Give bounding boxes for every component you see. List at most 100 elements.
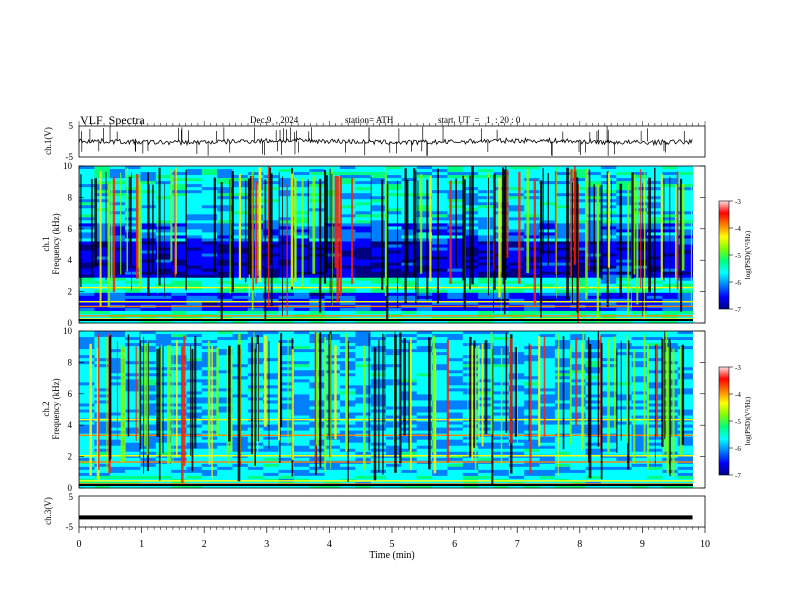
spectrogram-cell <box>539 265 556 270</box>
spectrogram-cell <box>585 298 602 303</box>
spectrogram-cell <box>79 400 95 404</box>
spectrogram-cell <box>201 253 218 258</box>
spectrogram-cell <box>631 289 648 294</box>
spectrogram-cell <box>662 169 679 173</box>
spectrogram-cell <box>355 319 372 324</box>
spectrogram-cell <box>94 403 111 407</box>
spectrogram-cell <box>339 169 356 173</box>
spectrogram-cell <box>631 277 648 282</box>
spectrogram-cell <box>217 355 233 359</box>
spectrogram-sferic <box>363 345 366 470</box>
spectrogram-cell <box>416 370 433 374</box>
spectrogram-cell <box>570 412 587 417</box>
spectrogram-cell <box>79 307 95 312</box>
spectrogram-cell <box>677 166 694 170</box>
spectrogram-cell <box>155 238 172 242</box>
spectrogram-cell <box>447 346 464 350</box>
spectrogram-cell <box>524 295 540 300</box>
spectrogram-cell <box>94 205 111 209</box>
spectrogram-cell <box>263 445 280 450</box>
spectrogram-cell <box>339 247 356 252</box>
spectrogram-cell <box>493 472 510 477</box>
spectrogram-sferic <box>157 178 159 294</box>
spectrogram-cell <box>155 175 172 179</box>
spectrogram-cell <box>125 181 141 185</box>
spectrogram-sferic <box>135 174 139 279</box>
spectrogram-cell <box>524 457 540 462</box>
spectrogram-cell <box>79 217 95 221</box>
spectrogram-sferic <box>172 348 174 464</box>
spectrogram-cell <box>416 430 433 435</box>
spectrogram-cell <box>232 310 249 315</box>
spectrogram-cell <box>600 289 617 294</box>
ch3-waveform-trace <box>79 515 693 520</box>
spectrogram-cell <box>324 469 341 474</box>
spectrogram-cell <box>401 319 418 324</box>
spectrogram-cell <box>524 166 540 170</box>
spectrogram-cell <box>478 463 494 468</box>
spectrogram-cell <box>155 442 172 447</box>
spectrogram-cell <box>79 409 95 414</box>
spectrogram-cell <box>616 250 633 255</box>
spectrogram-cell <box>416 376 433 380</box>
spectrogram-cell <box>585 436 602 441</box>
spectrogram-cell <box>109 334 126 338</box>
spectrogram-cell <box>677 310 694 315</box>
spectrogram-cell <box>631 223 648 227</box>
spectrogram-cell <box>585 385 602 389</box>
spectrogram-cell <box>125 355 141 359</box>
spectrogram-cell <box>631 172 648 176</box>
spectrogram-cell <box>324 427 341 432</box>
spectrogram-cell <box>432 205 448 209</box>
spectrogram-cell <box>171 184 187 188</box>
spectrogram-cell <box>278 247 295 252</box>
spectrogram-cell <box>539 268 556 273</box>
spectrogram-cell <box>416 427 433 432</box>
spectrogram-cell <box>401 199 418 203</box>
spectrogram-cell <box>293 379 310 383</box>
colorbar-tick-label: -6 <box>735 279 741 287</box>
spectrogram-cell <box>293 448 310 453</box>
spectrogram-cell <box>447 397 464 401</box>
spectrogram-cell <box>600 469 617 474</box>
spectrogram-cell <box>324 385 341 389</box>
spectrogram-cell <box>616 166 633 170</box>
spectrogram-cell <box>570 442 587 447</box>
spectrogram-cell <box>125 448 141 453</box>
spectrogram-cell <box>309 445 326 450</box>
spectrogram-cell <box>94 358 111 362</box>
spectrogram-cell <box>324 355 341 359</box>
spectrogram-sferic <box>471 345 473 461</box>
spectrogram-cell <box>293 172 310 176</box>
spectrogram-cell <box>447 265 464 270</box>
spectrogram-cell <box>401 451 418 456</box>
spectrogram-sferic <box>471 166 474 285</box>
spectrogram-cell <box>79 349 95 353</box>
spectrogram-cell <box>386 223 402 227</box>
spectrogram-cell <box>447 403 464 407</box>
spectrogram-cell <box>186 259 203 264</box>
spectrogram-cell <box>125 178 141 182</box>
spectrogram-cell <box>217 439 233 444</box>
spectrogram-cell <box>524 262 540 267</box>
spectrogram-cell <box>125 334 141 338</box>
spectrogram-cell <box>171 187 187 191</box>
spectrogram-cell <box>478 259 494 264</box>
spectrogram-cell <box>539 475 556 480</box>
spectrogram-cell <box>570 436 587 441</box>
spectrogram-cell <box>662 337 679 341</box>
spectrogram-cell <box>201 232 218 236</box>
spectrogram-cell <box>370 169 387 173</box>
spectrogram-cell <box>401 307 418 312</box>
spectrogram-cell <box>171 268 187 273</box>
spectrogram-cell <box>324 370 341 374</box>
spectrogram-cell <box>355 277 372 282</box>
spectrogram-cell <box>309 190 326 194</box>
spectrogram-cell <box>370 208 387 212</box>
spectrogram-sferic <box>194 336 197 449</box>
spectrogram-cell <box>462 292 479 297</box>
spectrogram-cell <box>646 298 663 303</box>
spectrogram-cell <box>631 199 648 203</box>
spectrogram-cell <box>386 244 402 249</box>
spectrogram-cell <box>631 262 648 267</box>
